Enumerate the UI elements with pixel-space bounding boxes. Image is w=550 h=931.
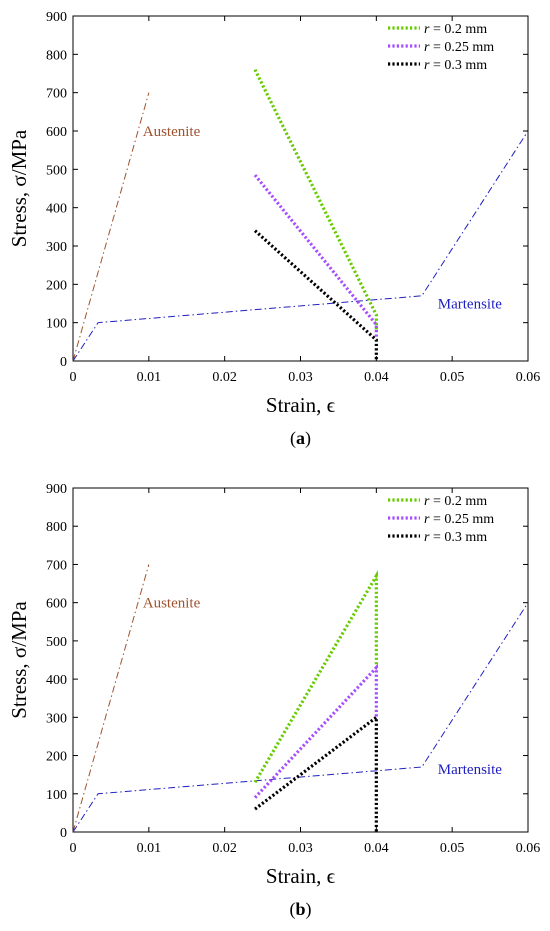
legend-entry-1: r = 0.25 mm [424, 40, 494, 55]
material-label-martensite: Martensite [438, 762, 502, 778]
y-tick-label: 800 [46, 48, 67, 63]
y-tick-label: 900 [46, 482, 67, 497]
x-axis-label: Strain, ϵ [266, 393, 336, 417]
series-line-1 [253, 663, 378, 799]
y-tick-label: 0 [60, 826, 67, 841]
y-axis-label: Stress, σ/MPa [7, 601, 31, 719]
material-label-austenite: Austenite [143, 124, 201, 140]
x-tick-label: 0.05 [440, 370, 465, 385]
legend-entry-0: r = 0.2 mm [424, 22, 487, 37]
y-tick-label: 900 [46, 10, 67, 25]
y-tick-label: 500 [46, 635, 67, 650]
x-tick-label: 0.06 [516, 841, 541, 856]
y-tick-label: 500 [46, 163, 67, 178]
panel-letter: b [295, 899, 305, 919]
panel-letter: a [296, 428, 305, 448]
y-tick-label: 600 [46, 597, 67, 612]
y-tick-label: 200 [46, 278, 67, 293]
material-curve-martensite [72, 602, 529, 833]
y-tick-label: 300 [46, 711, 67, 726]
legend-rest: = 0.2 mm [429, 494, 487, 509]
y-tick-label: 0 [60, 355, 67, 370]
x-axis-label: Strain, ϵ [266, 864, 336, 888]
legend-rest: = 0.25 mm [429, 40, 494, 55]
legend-entry-1: r = 0.25 mm [424, 512, 494, 527]
y-axis-label: Stress, σ/MPa [7, 129, 31, 247]
legend-var: r [424, 58, 430, 73]
y-tick-label: 400 [46, 202, 67, 217]
y-tick-label: 800 [46, 520, 67, 535]
panel-caption: (a) [290, 428, 311, 449]
series-line-0 [253, 68, 378, 331]
x-tick-label: 0.04 [364, 841, 389, 856]
panel-paren-close: ) [306, 899, 312, 920]
legend-var: r [424, 40, 430, 55]
x-tick-label: 0.01 [137, 370, 162, 385]
material-curve-austenite [72, 92, 150, 362]
material-label-austenite: Austenite [143, 596, 201, 612]
series-line-2 [254, 714, 378, 832]
legend-rest: = 0.2 mm [429, 22, 487, 37]
y-tick-label: 300 [46, 240, 67, 255]
material-curve-austenite [72, 564, 150, 833]
legend-entry-2: r = 0.3 mm [424, 58, 487, 73]
y-tick-label: 700 [46, 87, 67, 102]
series-line-1 [253, 174, 378, 338]
material-curve-martensite [72, 130, 529, 362]
series-line-2 [253, 229, 378, 361]
x-tick-label: 0 [70, 370, 77, 385]
x-tick-label: 0.02 [212, 370, 237, 385]
series-line-0 [253, 570, 378, 784]
legend-entry-2: r = 0.3 mm [424, 530, 487, 545]
legend-entry-0: r = 0.2 mm [424, 494, 487, 509]
y-tick-label: 700 [46, 558, 67, 573]
chart-panel-a: 0 0.01 0.02 0.03 0.04 0.05 0.06 0 100 200 300 400 50… [7, 10, 540, 449]
x-tick-label: 0.03 [288, 841, 313, 856]
legend-rest: = 0.3 mm [429, 58, 487, 73]
x-tick-label: 0.03 [288, 370, 313, 385]
x-tick-label: 0.04 [364, 370, 389, 385]
legend-var: r [424, 512, 430, 527]
legend-var: r [424, 530, 430, 545]
panel-paren-open: ( [289, 899, 295, 920]
x-tick-label: 0.06 [516, 370, 541, 385]
panel-paren-close: ) [305, 428, 311, 449]
y-tick-label: 600 [46, 125, 67, 140]
y-tick-label: 100 [46, 317, 67, 332]
legend-rest: = 0.25 mm [429, 512, 494, 527]
x-tick-label: 0 [70, 841, 77, 856]
y-tick-label: 400 [46, 673, 67, 688]
x-tick-label: 0.01 [137, 841, 162, 856]
panel-paren-open: ( [290, 428, 296, 449]
y-tick-label: 100 [46, 788, 67, 803]
panel-caption: (b) [289, 899, 311, 920]
chart-panel-b: 0 0.01 0.02 0.03 0.04 0.05 0.06 0 100 200 300 400 50… [7, 482, 540, 920]
x-tick-label: 0.02 [212, 841, 237, 856]
legend-var: r [424, 22, 430, 37]
x-tick-label: 0.05 [440, 841, 465, 856]
legend-var: r [424, 494, 430, 509]
y-tick-label: 200 [46, 750, 67, 765]
legend-rest: = 0.3 mm [429, 530, 487, 545]
material-label-martensite: Martensite [438, 297, 502, 313]
